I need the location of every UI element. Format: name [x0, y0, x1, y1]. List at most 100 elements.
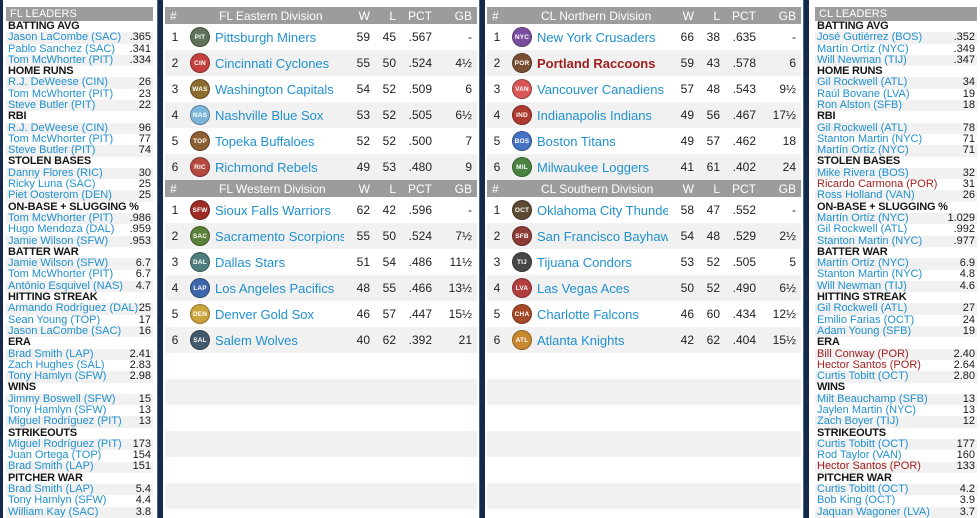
team-name-link[interactable]: Sacramento Scorpions: [215, 228, 344, 244]
team-logo-icon[interactable]: PIT: [190, 27, 210, 47]
team-name-link[interactable]: Richmond Rebels: [215, 159, 318, 175]
team-name-link[interactable]: Denver Gold Sox: [215, 306, 314, 322]
leader-player-name[interactable]: Brad Smith (LAP): [8, 461, 94, 473]
team-logo-icon[interactable]: NYC: [512, 27, 532, 47]
team-name-link[interactable]: Topeka Buffaloes: [215, 133, 315, 149]
leader-player-name[interactable]: Ricardo Carmona (POR): [817, 179, 938, 191]
team-logo-icon[interactable]: SAL: [190, 330, 210, 350]
leader-player-name[interactable]: Mike Rivera (BOS): [817, 167, 909, 179]
leader-player-name[interactable]: R.J. DeWeese (CIN): [8, 77, 109, 89]
team-name-link[interactable]: Las Vegas Aces: [537, 280, 630, 296]
leader-player-name[interactable]: Tony Hamlyn (SFW): [8, 405, 107, 416]
team-name-link[interactable]: Milwaukee Loggers: [537, 159, 650, 175]
leader-player-name[interactable]: Adam Young (SFB): [817, 325, 912, 337]
leader-player-name[interactable]: Tony Hamlyn (SFW): [8, 371, 107, 383]
leader-player-name[interactable]: Emilio Farias (OCT): [817, 314, 915, 326]
team-logo-icon[interactable]: VAN: [512, 79, 532, 99]
leader-player-name[interactable]: Raúl Bovane (LVA): [817, 88, 910, 100]
team-name-link[interactable]: Cincinnati Cyclones: [215, 55, 330, 71]
leader-player-name[interactable]: Sean Young (TOP): [8, 314, 101, 326]
team-name-link[interactable]: Washington Capitals: [215, 81, 334, 97]
leader-player-name[interactable]: Steve Butler (PIT): [8, 145, 96, 157]
team-logo-icon[interactable]: RIC: [190, 157, 210, 177]
team-logo-icon[interactable]: POR: [512, 53, 532, 73]
team-name-link[interactable]: Atlanta Knights: [537, 332, 625, 348]
team-logo-icon[interactable]: LAP: [190, 278, 210, 298]
team-logo-icon[interactable]: MIL: [512, 157, 532, 177]
leader-player-name[interactable]: Stanton Martin (NYC): [817, 269, 923, 281]
leader-player-name[interactable]: Gil Rockwell (ATL): [817, 303, 908, 315]
leader-player-name[interactable]: Ricky Luna (SAC): [8, 179, 96, 191]
leader-player-name[interactable]: Martín Ortíz (NYC): [817, 258, 909, 270]
leader-player-name[interactable]: Will Newman (TIJ): [817, 280, 907, 292]
team-logo-icon[interactable]: SAC: [190, 226, 210, 246]
leader-player-name[interactable]: António Esquivel (NAS): [8, 280, 123, 292]
leader-player-name[interactable]: Stanton Martin (NYC): [817, 235, 923, 247]
leader-player-name[interactable]: Jamie Wilson (SFW): [8, 258, 109, 270]
team-name-link[interactable]: Vancouver Canadiens: [537, 81, 664, 97]
leader-player-name[interactable]: Miguel Rodríguez (PIT): [8, 438, 122, 450]
leader-player-name[interactable]: Jamie Wilson (SFW): [8, 235, 109, 247]
leader-player-name[interactable]: Armando Rodríguez (DAL): [8, 303, 139, 315]
leader-player-name[interactable]: Martín Ortíz (NYC): [817, 145, 909, 157]
team-logo-icon[interactable]: DEN: [190, 304, 210, 324]
leader-player-name[interactable]: Jimmy Boswell (SFW): [8, 393, 116, 405]
team-logo-icon[interactable]: DAL: [190, 252, 210, 272]
leader-player-name[interactable]: Bill Conway (POR): [817, 348, 909, 360]
leader-player-name[interactable]: Tom McWhorter (PIT): [8, 54, 114, 66]
leader-player-name[interactable]: Curtis Tobitt (OCT): [817, 484, 909, 496]
team-name-link[interactable]: Los Angeles Pacifics: [215, 280, 335, 296]
leader-player-name[interactable]: R.J. DeWeese (CIN): [8, 122, 109, 134]
leader-player-name[interactable]: Martín Ortíz (NYC): [817, 212, 909, 224]
team-name-link[interactable]: Indianapolis Indians: [537, 107, 652, 123]
leader-player-name[interactable]: Tony Hamlyn (SFW): [8, 495, 107, 507]
leader-player-name[interactable]: Ross Holland (VAN): [817, 190, 915, 202]
leader-player-name[interactable]: Stanton Martin (NYC): [817, 133, 923, 145]
leader-player-name[interactable]: Miguel Rodríguez (PIT): [8, 416, 122, 428]
team-name-link[interactable]: Charlotte Falcons: [537, 306, 639, 322]
leader-player-name[interactable]: William Kay (SAC): [8, 506, 99, 518]
team-logo-icon[interactable]: CIN: [190, 53, 210, 73]
team-logo-icon[interactable]: CHA: [512, 304, 532, 324]
team-name-link[interactable]: New York Crusaders: [537, 29, 656, 45]
team-logo-icon[interactable]: IND: [512, 105, 532, 125]
leader-player-name[interactable]: Tom McWhorter (PIT): [8, 212, 114, 224]
leader-player-name[interactable]: Jason LaCombe (SAC): [8, 32, 122, 44]
leader-player-name[interactable]: Tom McWhorter (PIT): [8, 133, 114, 145]
team-name-link[interactable]: Sioux Falls Warriors: [215, 202, 331, 218]
team-logo-icon[interactable]: BOS: [512, 131, 532, 151]
team-name-link[interactable]: Oklahoma City Thunder: [537, 202, 668, 218]
team-logo-icon[interactable]: TIJ: [512, 252, 532, 272]
leader-player-name[interactable]: Curtis Tobitt (OCT): [817, 371, 909, 383]
team-name-link[interactable]: San Francisco Bayhawks: [537, 228, 668, 244]
leader-player-name[interactable]: Gil Rockwell (ATL): [817, 224, 908, 236]
leader-player-name[interactable]: Zach Boyer (TIJ): [817, 416, 899, 428]
leader-player-name[interactable]: Gil Rockwell (ATL): [817, 122, 908, 134]
leader-player-name[interactable]: Milt Beauchamp (SFB): [817, 393, 928, 405]
team-name-link[interactable]: Salem Wolves: [215, 332, 298, 348]
leader-player-name[interactable]: José Gutiérrez (BOS): [817, 32, 923, 44]
leader-player-name[interactable]: Rod Taylor (VAN): [817, 450, 902, 462]
team-logo-icon[interactable]: SFW: [190, 200, 210, 220]
leader-player-name[interactable]: Ron Alston (SFB): [817, 99, 902, 111]
team-logo-icon[interactable]: LVA: [512, 278, 532, 298]
team-name-link[interactable]: Tijuana Condors: [537, 254, 632, 270]
leader-player-name[interactable]: Hector Santos (POR): [817, 359, 921, 371]
team-name-link[interactable]: Nashville Blue Sox: [215, 107, 324, 123]
team-name-link[interactable]: Boston Titans: [537, 133, 616, 149]
leader-player-name[interactable]: Piet Oosterom (DEN): [8, 190, 112, 202]
leader-player-name[interactable]: Curtis Tobitt (OCT): [817, 438, 909, 450]
leader-player-name[interactable]: Jaquan Wagoner (LVA): [817, 506, 930, 518]
leader-player-name[interactable]: Zach Hughes (SAL): [8, 359, 105, 371]
leader-player-name[interactable]: Bob King (OCT): [817, 495, 896, 507]
leader-player-name[interactable]: Steve Butler (PIT): [8, 99, 96, 111]
team-logo-icon[interactable]: NAS: [190, 105, 210, 125]
leader-player-name[interactable]: Hugo Mendoza (DAL): [8, 224, 115, 236]
team-name-link[interactable]: Portland Raccoons: [537, 55, 656, 71]
leader-player-name[interactable]: Hector Santos (POR): [817, 461, 921, 473]
leader-player-name[interactable]: Pablo Sanchez (SAC): [8, 43, 115, 55]
leader-player-name[interactable]: Juan Ortega (TOP): [8, 450, 102, 462]
leader-player-name[interactable]: Martín Ortíz (NYC): [817, 43, 909, 55]
leader-player-name[interactable]: Brad Smith (LAP): [8, 348, 94, 360]
leader-player-name[interactable]: Tom McWhorter (PIT): [8, 88, 114, 100]
